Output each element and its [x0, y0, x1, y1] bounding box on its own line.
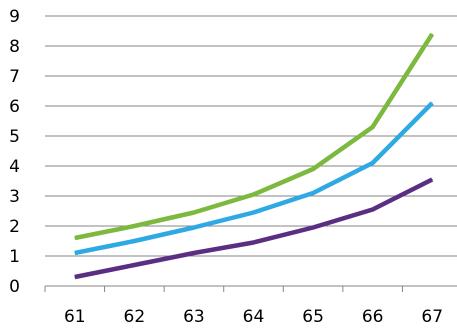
- series-3-point-66: [372, 209, 374, 210]
- series-2-point-65: [312, 192, 314, 194]
- series-3-point-65: [312, 227, 314, 228]
- series-1-point-66: [372, 126, 374, 128]
- gridlines: [45, 15, 457, 257]
- series-1-point-67: [431, 33, 433, 35]
- series-2-point-64: [253, 212, 254, 213]
- series-1-point-65: [312, 168, 314, 170]
- y-tick-label-9: 9: [9, 7, 20, 27]
- series-2-point-63: [193, 227, 195, 228]
- y-tick-label-0: 0: [9, 277, 20, 297]
- y-tick-label-7: 7: [9, 67, 20, 87]
- series-2-point-61: [74, 252, 76, 254]
- x-tick-label-63: 63: [183, 307, 205, 327]
- x-tick-label-62: 62: [124, 307, 146, 327]
- y-tick-label-8: 8: [9, 37, 20, 57]
- series-1-point-61: [74, 237, 76, 239]
- x-tick-label-65: 65: [302, 307, 324, 327]
- series-3-point-62: [133, 264, 135, 266]
- series-3-point-61: [74, 276, 76, 278]
- series-lines: [74, 32, 435, 280]
- y-tick-label-5: 5: [9, 127, 20, 147]
- y-tick-label-3: 3: [9, 187, 20, 207]
- y-tick-label-6: 6: [9, 97, 20, 117]
- x-tick-label-66: 66: [362, 307, 384, 327]
- series-1-point-63: [193, 212, 195, 213]
- series-line-2: [74, 101, 434, 256]
- series-2-point-67: [431, 102, 433, 104]
- y-tick-label-2: 2: [9, 217, 20, 237]
- series-1-point-62: [133, 225, 135, 227]
- y-axis-tick-labels: 0 1 2 3 4 5 6 7 8 9: [9, 7, 20, 297]
- series-3-point-64: [253, 242, 254, 243]
- series-3-point-63: [193, 252, 195, 254]
- x-axis: [44, 285, 457, 292]
- series-3-point-67: [431, 179, 433, 180]
- series-2-point-62: [133, 240, 135, 242]
- x-tick-label-67: 67: [421, 307, 443, 327]
- series-1-point-64: [253, 194, 254, 195]
- y-tick-label-4: 4: [9, 157, 20, 177]
- x-tick-label-64: 64: [243, 307, 265, 327]
- series-2-point-66: [372, 162, 374, 164]
- x-axis-tick-labels: 61 62 63 64 65 66 67: [64, 307, 443, 327]
- x-tick-label-61: 61: [64, 307, 86, 327]
- y-tick-label-1: 1: [9, 247, 20, 267]
